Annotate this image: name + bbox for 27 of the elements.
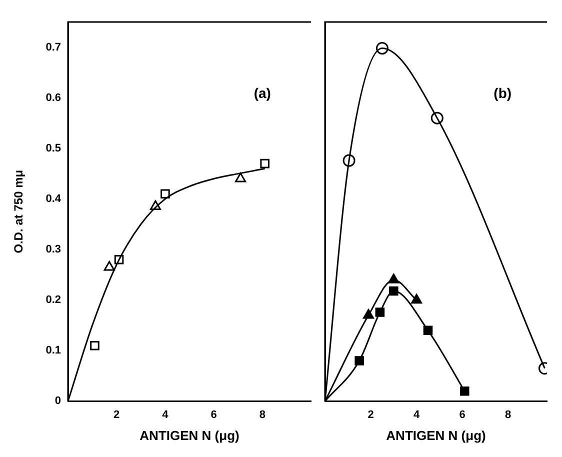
x-tick-label: 2 (368, 408, 374, 421)
x-tick-label: 8 (259, 408, 266, 421)
point (260, 158, 270, 168)
x-tick-label: 4 (162, 408, 170, 421)
x-tick-label: 2 (114, 408, 120, 421)
x-axis-title: ANTIGEN N (μg) (140, 428, 240, 443)
y-tick-label: 0 (54, 395, 61, 408)
annotation: (a) (254, 84, 271, 101)
y-tick-label: 0.1 (46, 344, 61, 357)
x-tick-label: 8 (505, 408, 512, 421)
point (235, 172, 246, 182)
x-tick-label: 4 (413, 408, 420, 421)
x-tick-label: 6 (459, 408, 466, 421)
annotation: (b) (494, 84, 512, 101)
y-tick-label: 0.2 (46, 294, 61, 306)
point (160, 189, 170, 199)
y-tick-label: 0.5 (46, 142, 61, 154)
y-tick-label: 0.7 (46, 41, 61, 54)
point (104, 260, 115, 271)
x-tick-label: 6 (210, 408, 217, 421)
point (90, 340, 100, 350)
y-tick-label: 0.4 (46, 192, 62, 205)
y-axis-title: O.D. at 750 mμ (12, 170, 26, 254)
point (411, 294, 422, 304)
x-axis-title: ANTIGEN N (μg) (386, 428, 486, 443)
y-tick-label: 0.6 (46, 92, 61, 104)
y-tick-label: 0.3 (46, 244, 61, 256)
